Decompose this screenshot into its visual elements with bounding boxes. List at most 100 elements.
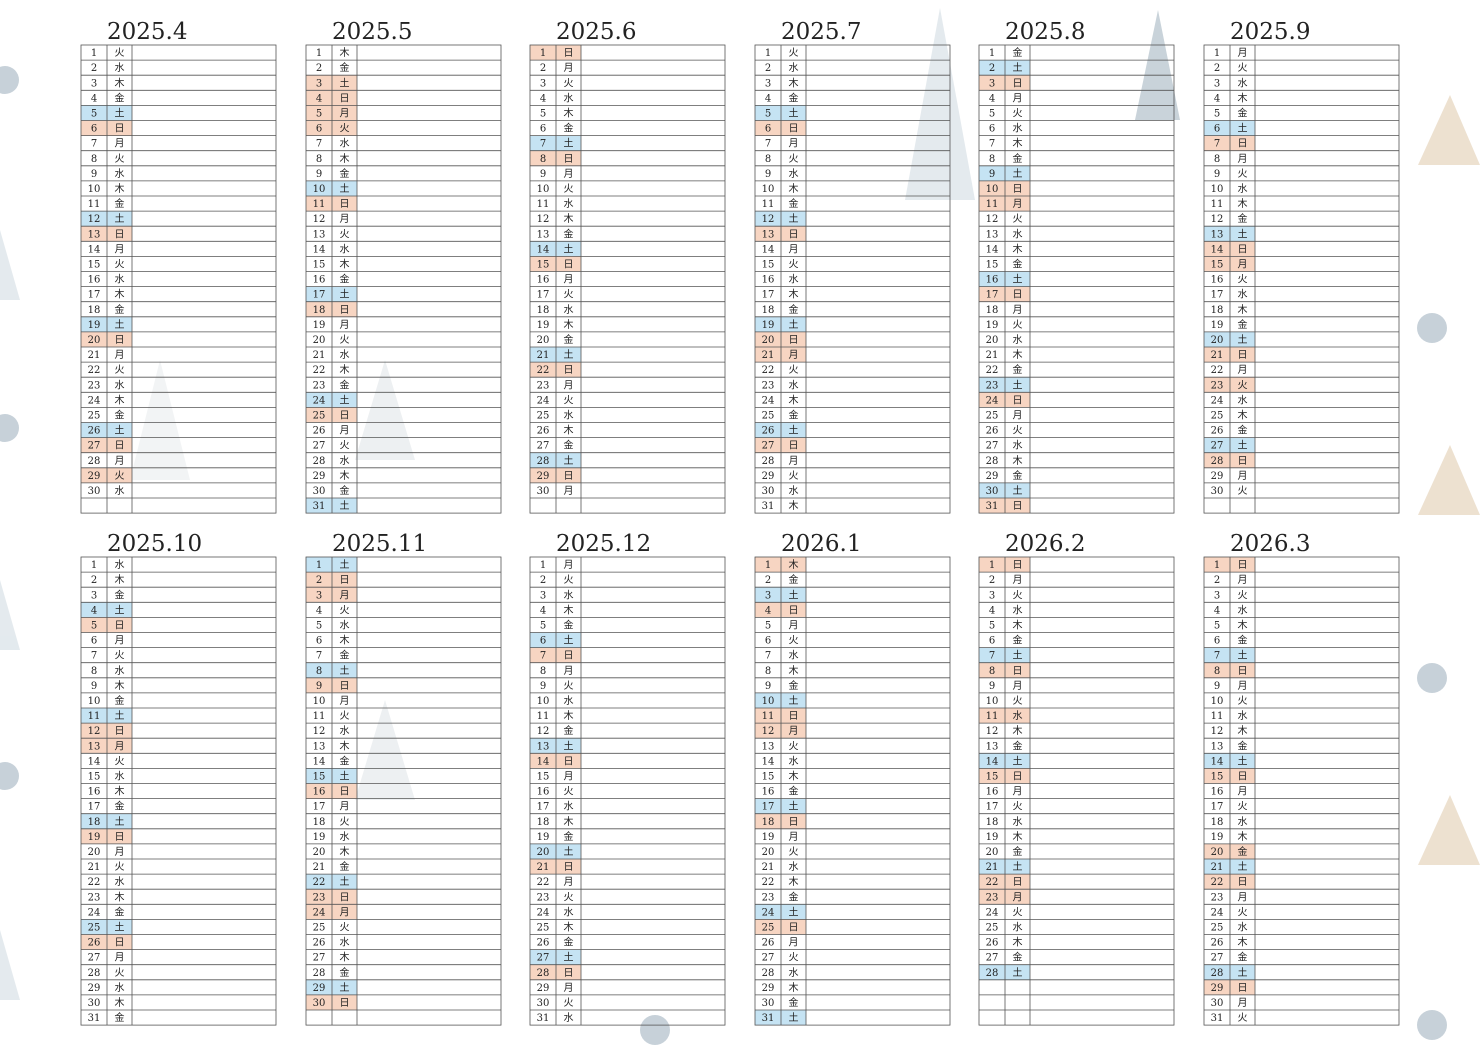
weekday: 水 bbox=[1013, 440, 1023, 452]
weekday: 水 bbox=[115, 274, 125, 286]
weekday: 月 bbox=[115, 243, 125, 255]
weekday: 日 bbox=[1013, 184, 1023, 195]
day-highlight bbox=[1204, 768, 1255, 784]
day-number: 13 bbox=[313, 229, 326, 240]
day-highlight bbox=[1204, 452, 1255, 468]
day-highlight bbox=[979, 874, 1030, 890]
day-highlight bbox=[1204, 135, 1255, 151]
day-number: 13 bbox=[986, 741, 999, 752]
weekday: 日 bbox=[115, 229, 125, 240]
weekday: 金 bbox=[340, 966, 350, 979]
weekday: 木 bbox=[1013, 243, 1023, 255]
day-number: 31 bbox=[88, 1013, 101, 1024]
day-number: 17 bbox=[313, 802, 326, 813]
weekday: 土 bbox=[1013, 61, 1023, 74]
day-number: 25 bbox=[986, 410, 999, 421]
table-border bbox=[754, 44, 951, 514]
day-number: 5 bbox=[989, 108, 995, 119]
day-number: 10 bbox=[537, 696, 550, 707]
month: 2025.10 1 水 2 木 3 金 4 土 5 日 6 月 7 火 8 水 9 木 10 金 11 土 12 日 13 月 14 火… bbox=[80, 531, 277, 1026]
day-highlight bbox=[530, 452, 581, 468]
weekday: 日 bbox=[115, 124, 125, 135]
weekday: 金 bbox=[1013, 152, 1023, 165]
day-number: 1 bbox=[989, 560, 995, 571]
weekday: 水 bbox=[564, 92, 574, 104]
weekday: 木 bbox=[340, 635, 350, 647]
weekday: 火 bbox=[1013, 425, 1023, 437]
weekday: 水 bbox=[1013, 334, 1023, 346]
day-number: 7 bbox=[1214, 651, 1220, 662]
day-number: 22 bbox=[537, 877, 550, 888]
weekday: 日 bbox=[340, 575, 350, 586]
day-number: 8 bbox=[1214, 154, 1220, 165]
weekday: 日 bbox=[789, 335, 799, 346]
day-number: 17 bbox=[1211, 290, 1224, 301]
day-number: 13 bbox=[313, 741, 326, 752]
weekday: 土 bbox=[115, 920, 125, 933]
weekday: 金 bbox=[1013, 634, 1023, 647]
weekday: 金 bbox=[1013, 845, 1023, 858]
weekday: 金 bbox=[789, 408, 799, 421]
day-number: 31 bbox=[537, 1013, 550, 1024]
day-number: 22 bbox=[537, 365, 550, 376]
day-number: 17 bbox=[986, 290, 999, 301]
weekday: 木 bbox=[340, 258, 350, 270]
weekday: 火 bbox=[564, 183, 574, 195]
weekday: 火 bbox=[115, 47, 125, 59]
weekday: 土 bbox=[115, 603, 125, 616]
weekday: 月 bbox=[1238, 470, 1248, 482]
day-number: 26 bbox=[88, 426, 101, 437]
weekday: 金 bbox=[115, 408, 125, 421]
day-number: 2 bbox=[91, 63, 97, 74]
weekday: 金 bbox=[115, 588, 125, 601]
weekday: 月 bbox=[1013, 304, 1023, 316]
day-number: 9 bbox=[91, 169, 97, 180]
day-number: 29 bbox=[88, 471, 101, 482]
day-number: 19 bbox=[313, 320, 326, 331]
weekday: 火 bbox=[340, 710, 350, 722]
day-number: 16 bbox=[313, 787, 326, 798]
weekday: 木 bbox=[340, 740, 350, 752]
day-highlight bbox=[979, 889, 1030, 905]
weekday: 木 bbox=[789, 559, 799, 571]
day-number: 19 bbox=[762, 832, 775, 843]
weekday: 月 bbox=[340, 589, 350, 601]
day-highlight bbox=[81, 211, 132, 227]
weekday: 火 bbox=[1238, 589, 1248, 601]
month-title: 2025.11 bbox=[332, 531, 427, 557]
weekday: 月 bbox=[340, 425, 350, 437]
weekday: 水 bbox=[115, 876, 125, 888]
day-number: 29 bbox=[762, 983, 775, 994]
day-highlight bbox=[755, 331, 806, 347]
weekday: 火 bbox=[1013, 319, 1023, 331]
day-number: 27 bbox=[88, 953, 101, 964]
weekday: 水 bbox=[1238, 710, 1248, 722]
day-number: 15 bbox=[1211, 771, 1224, 782]
weekday: 木 bbox=[115, 997, 125, 1009]
day-number: 21 bbox=[1211, 350, 1224, 361]
weekday: 土 bbox=[340, 875, 350, 888]
weekday: 水 bbox=[789, 755, 799, 767]
day-highlight bbox=[755, 557, 806, 573]
day-number: 27 bbox=[1211, 441, 1224, 452]
day-number: 21 bbox=[537, 862, 550, 873]
weekday: 月 bbox=[1238, 153, 1248, 165]
weekday: 日 bbox=[115, 441, 125, 452]
weekday: 土 bbox=[1013, 378, 1023, 391]
weekday: 水 bbox=[789, 650, 799, 662]
weekday: 木 bbox=[789, 394, 799, 406]
weekday: 日 bbox=[564, 651, 574, 662]
weekday: 金 bbox=[1013, 257, 1023, 270]
day-number: 22 bbox=[986, 877, 999, 888]
weekday: 水 bbox=[115, 665, 125, 677]
month-title: 2025.12 bbox=[556, 531, 651, 557]
day-number: 2 bbox=[316, 575, 322, 586]
day-number: 30 bbox=[1211, 998, 1224, 1009]
day-number: 20 bbox=[762, 847, 775, 858]
weekday: 日 bbox=[1013, 877, 1023, 888]
weekday: 金 bbox=[340, 378, 350, 391]
weekday: 火 bbox=[789, 635, 799, 647]
weekday: 火 bbox=[564, 574, 574, 586]
weekday: 木 bbox=[340, 364, 350, 376]
day-highlight bbox=[755, 692, 806, 708]
